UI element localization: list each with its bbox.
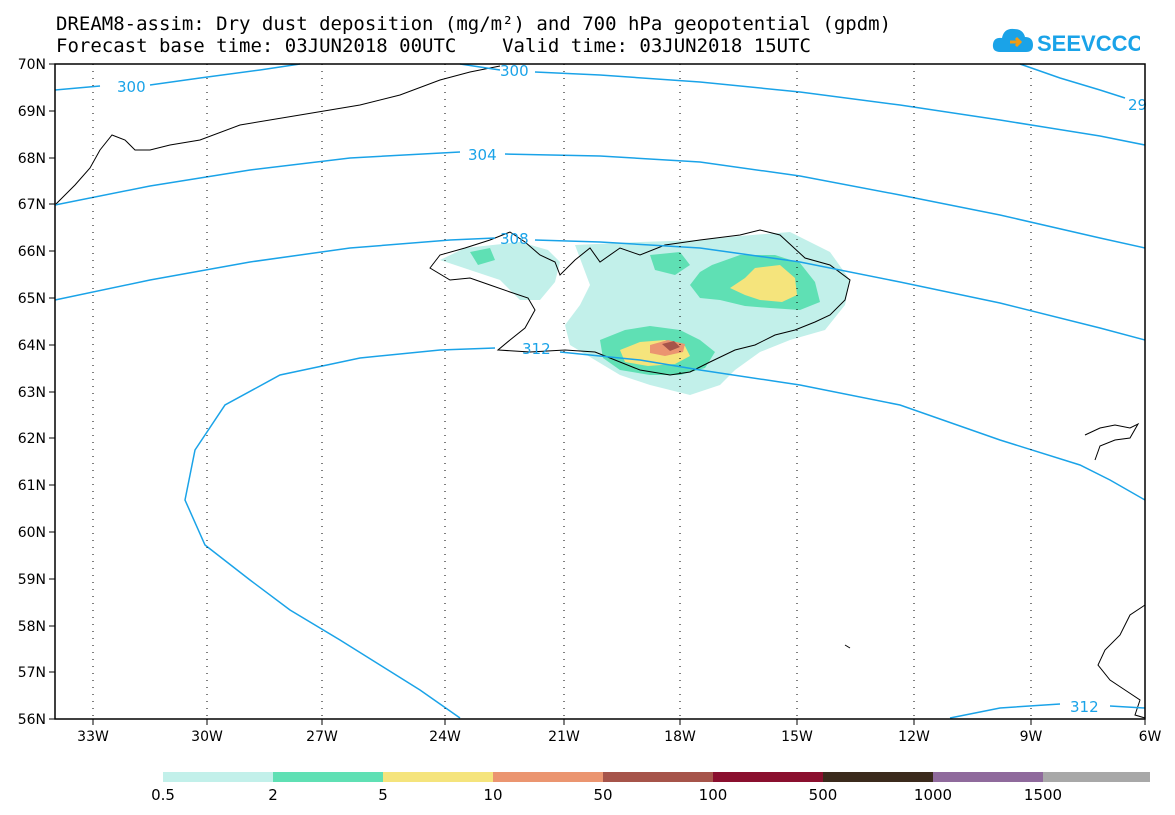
colorbar-swatch bbox=[383, 772, 493, 782]
lon-label: 9W bbox=[1020, 729, 1043, 745]
lon-label: 15W bbox=[781, 729, 813, 745]
map-subtitle: Forecast base time: 03JUN2018 00UTC Vali… bbox=[56, 35, 811, 57]
seevccc-logo: SEEVCCC bbox=[992, 28, 1140, 56]
scotland-coast bbox=[1097, 604, 1146, 719]
latitude-axis: 70N 69N 68N 67N 66N 65N 64N 63N 62N 61N … bbox=[18, 57, 55, 728]
contour-label: 304 bbox=[468, 146, 497, 164]
colorbar-label: 5 bbox=[378, 786, 388, 804]
lat-label: 58N bbox=[18, 619, 46, 635]
contour-label: 29 bbox=[1128, 96, 1147, 114]
dust-area-0.5 bbox=[440, 242, 560, 300]
cloud-icon bbox=[992, 28, 1033, 52]
contour-296 bbox=[1019, 63, 1126, 99]
coastlines bbox=[54, 65, 1146, 719]
contour-312-south bbox=[949, 703, 1146, 719]
lat-label: 67N bbox=[18, 197, 46, 213]
colorbar-swatch bbox=[163, 772, 273, 782]
longitude-axis: 33W 30W 27W 24W 21W 18W 15W 12W 9W 6W bbox=[77, 719, 1162, 745]
faroe-coast bbox=[1084, 422, 1140, 461]
contour-308 bbox=[54, 237, 1146, 341]
lon-label: 27W bbox=[306, 729, 338, 745]
colorbar-label: 50 bbox=[593, 786, 612, 804]
map-title: DREAM8-assim: Dry dust deposition (mg/m²… bbox=[56, 13, 892, 35]
colorbar: 0.5 2 5 10 50 100 500 1000 1500 bbox=[151, 772, 1150, 804]
lat-label: 63N bbox=[18, 385, 46, 401]
lon-label: 12W bbox=[898, 729, 930, 745]
geopotential-contours bbox=[54, 63, 1146, 719]
lon-label: 6W bbox=[1139, 729, 1162, 745]
colorbar-swatch bbox=[823, 772, 933, 782]
map-frame bbox=[54, 63, 1146, 720]
colorbar-label: 10 bbox=[483, 786, 502, 804]
dust-area-5 bbox=[730, 265, 797, 302]
lat-label: 68N bbox=[18, 151, 46, 167]
lat-label: 64N bbox=[18, 338, 46, 354]
contour-label: 312 bbox=[522, 340, 551, 358]
colorbar-label: 0.5 bbox=[151, 786, 175, 804]
contour-312 bbox=[184, 347, 1146, 719]
colorbar-swatch bbox=[713, 772, 823, 782]
lat-label: 56N bbox=[18, 712, 46, 728]
colorbar-swatch bbox=[933, 772, 1043, 782]
contour-label: 300 bbox=[500, 62, 529, 80]
lat-label: 66N bbox=[18, 244, 46, 260]
iceland-coast bbox=[429, 229, 851, 376]
lat-label: 62N bbox=[18, 431, 46, 447]
colorbar-label: 2 bbox=[268, 786, 278, 804]
contour-labels: 300 300 29 304 308 312 312 bbox=[117, 62, 1147, 716]
dust-area-2 bbox=[650, 252, 690, 275]
dust-area-2 bbox=[470, 248, 495, 265]
lat-label: 65N bbox=[18, 291, 46, 307]
lon-label: 33W bbox=[77, 729, 109, 745]
contour-300-east bbox=[459, 63, 1146, 146]
colorbar-swatch bbox=[273, 772, 383, 782]
lat-label: 69N bbox=[18, 104, 46, 120]
logo-text: SEEVCCC bbox=[1037, 31, 1140, 56]
lat-label: 61N bbox=[18, 478, 46, 494]
colorbar-label: 1500 bbox=[1024, 786, 1062, 804]
contour-304 bbox=[54, 151, 1146, 249]
colorbar-swatch bbox=[493, 772, 603, 782]
lat-label: 59N bbox=[18, 572, 46, 588]
colorbar-label: 500 bbox=[809, 786, 838, 804]
contour-300-west bbox=[54, 63, 301, 91]
lon-label: 21W bbox=[548, 729, 580, 745]
colorbar-swatch bbox=[1043, 772, 1150, 782]
dust-deposition-shading bbox=[440, 232, 850, 395]
rockall-coast bbox=[844, 644, 851, 649]
dust-area-50 bbox=[662, 341, 680, 351]
contour-label: 312 bbox=[1070, 698, 1099, 716]
lon-label: 24W bbox=[429, 729, 461, 745]
lon-label: 18W bbox=[664, 729, 696, 745]
lat-label: 57N bbox=[18, 665, 46, 681]
colorbar-label: 1000 bbox=[914, 786, 952, 804]
contour-label: 300 bbox=[117, 78, 146, 96]
colorbar-label: 100 bbox=[699, 786, 728, 804]
contour-label: 308 bbox=[500, 230, 529, 248]
lon-label: 30W bbox=[191, 729, 223, 745]
lat-label: 70N bbox=[18, 57, 46, 73]
colorbar-swatch bbox=[603, 772, 713, 782]
lat-label: 60N bbox=[18, 525, 46, 541]
graticule bbox=[92, 64, 1032, 719]
greenland-coast bbox=[54, 65, 501, 206]
